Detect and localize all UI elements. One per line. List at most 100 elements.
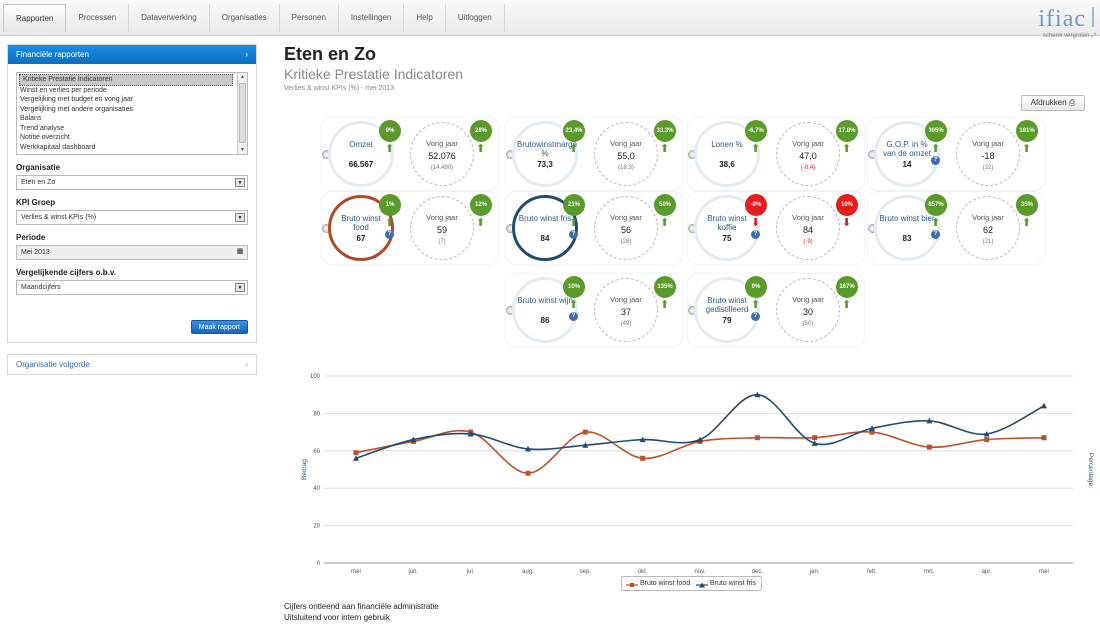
prev-year-label: Vorig jaar <box>610 295 642 304</box>
kpi-card[interactable]: G.O.P. in % van de omzet 14 305% ⬆? Vorig ja… <box>868 118 1044 190</box>
print-button[interactable]: Afdrukken ⎙ <box>1021 95 1085 111</box>
kpi-card[interactable]: Bruto winst food 67 1% ⬆? Vorig jaar 59 (7) 12%… <box>322 192 498 264</box>
kpi-card[interactable]: Bruto winst koffie 75 -8% ⬇? Vorig jaar 84 (-9… <box>688 192 864 264</box>
tab-help[interactable]: Help <box>404 4 446 32</box>
x-tick-label: okt. <box>638 569 648 575</box>
kpi-prev-change-badge: 12% <box>470 194 492 216</box>
report-item[interactable]: Balans <box>20 115 42 122</box>
prev-year-label: Vorig jaar <box>792 139 824 148</box>
tab-processen[interactable]: Processen <box>66 4 130 32</box>
kpi-prev-change-badge: 10% <box>836 194 858 216</box>
x-tick-label: feb. <box>867 569 877 575</box>
prev-year-delta: (21) <box>982 239 994 245</box>
vergelijk-select[interactable]: Maandcijfers ▼ <box>16 280 248 295</box>
kpi-value: 66.567 <box>348 160 374 169</box>
report-item[interactable]: Vergelijking met budget en vorig jaar <box>20 96 134 103</box>
panel-header[interactable]: Financiële rapporten › <box>8 45 256 64</box>
report-item[interactable]: Vergelijking met andere organisaties <box>20 105 133 113</box>
trend-arrow-icon: ⬇ <box>842 217 852 229</box>
organisatie-select[interactable]: Eten en Zo ▼ <box>16 175 248 190</box>
kpi-value: 67 <box>356 234 366 243</box>
fullscreen-link[interactable]: scherm vergroten ⤢ <box>1043 33 1096 40</box>
prev-year-value: 52.076 <box>428 151 456 161</box>
report-item[interactable]: Werkkapitaal dashboard <box>20 143 96 151</box>
kpi-card[interactable]: Bruto winst gedistilleerd 79 9% ⬆? Vorig jaa… <box>688 274 864 346</box>
list-scrollbar[interactable]: ▲ ▼ <box>237 73 247 154</box>
x-tick-label: nov. <box>695 569 706 575</box>
report-item[interactable]: Kritieke Prestatie Indicatoren <box>19 74 233 86</box>
tab-dataverwerking[interactable]: Dataverwerking <box>129 4 210 32</box>
calendar-icon[interactable]: ▦ <box>236 248 244 255</box>
kpi-card[interactable]: Bruto winst wijn 86 10% ⬆? Vorig jaar 37 (49) 1… <box>506 274 682 346</box>
trend-arrow-icon: ⬆ <box>931 217 941 229</box>
prev-year-label: Vorig jaar <box>610 213 642 222</box>
trend-arrow-icon: ⬆ <box>476 217 486 229</box>
report-item[interactable]: Winst en verlies per periode <box>20 86 107 94</box>
kpi-name: Bruto winst bier <box>879 214 935 223</box>
dropdown-arrow-icon[interactable]: ▼ <box>235 213 245 222</box>
kpi-previous-year: Vorig jaar 55,0 (18,3) <box>594 122 658 186</box>
data-point-fris <box>811 440 818 446</box>
scroll-up-icon[interactable]: ▲ <box>240 74 245 80</box>
kpi-value-ring: Bruto winst gedistilleerd 79 <box>694 277 760 343</box>
scroll-thumb[interactable] <box>239 83 246 143</box>
tab-uitloggen[interactable]: Uitloggen <box>446 4 505 32</box>
kpi-prev-change-badge: 28% <box>470 120 492 142</box>
tab-rapporten[interactable]: Rapporten <box>3 4 67 32</box>
prev-year-label: Vorig jaar <box>426 213 458 222</box>
kpi-change-badge: 23,4% <box>563 120 585 142</box>
trend-arrow-icon: ⬆ <box>931 143 941 155</box>
trend-arrow-icon: ⬆ <box>1022 217 1032 229</box>
legend-label-fris: Bruto winst fris <box>709 580 756 587</box>
report-list[interactable]: Kritieke Prestatie Indicatoren Winst en … <box>16 72 248 155</box>
page-subtitle: Kritieke Prestatie Indicatoren <box>284 66 463 82</box>
kpi-change-badge: 1% <box>379 194 401 216</box>
data-point-fris <box>525 445 531 452</box>
kpi-card[interactable]: Bruto winst fris 84 21% ⬆? Vorig jaar 56 (28) 5… <box>506 192 682 264</box>
report-item[interactable]: Notitie overzicht <box>20 134 70 141</box>
scroll-down-icon[interactable]: ▼ <box>240 147 245 153</box>
kpi-prev-change-badge: 33.3% <box>654 120 676 142</box>
help-icon[interactable]: ? <box>931 156 940 165</box>
help-icon[interactable]: ? <box>385 230 394 239</box>
report-item[interactable]: Trend analyse <box>20 124 65 132</box>
make-report-button[interactable]: Maak rapport <box>190 320 248 334</box>
prev-year-value: -18 <box>981 151 995 161</box>
kpi-card[interactable]: Omzet 66.567 9% ⬆ Vorig jaar 52.076 (14.490) 28… <box>322 118 498 190</box>
kpi-card[interactable]: Lonen % 38,6 -6,7% ⬆ Vorig jaar 47,0 (-8,4) 17.… <box>688 118 864 190</box>
data-point-food <box>582 429 588 435</box>
kpi-card[interactable]: Brutowinstmarge % 73,3 23,4% ⬆ Vorig jaar 55,… <box>506 118 682 190</box>
help-icon[interactable]: ? <box>751 312 760 321</box>
kpi-prev-change-badge: 50% <box>654 194 676 216</box>
tab-organisaties[interactable]: Organisaties <box>210 4 280 32</box>
help-icon[interactable]: ? <box>569 312 578 321</box>
legend-label-food: Bruto winst food <box>639 580 691 587</box>
help-icon[interactable]: ? <box>569 230 578 239</box>
dropdown-arrow-icon[interactable]: ▼ <box>235 178 245 187</box>
kpi-value-ring: Bruto winst food 67 <box>328 195 394 261</box>
periode-field[interactable]: Mei 2013 ▦ <box>16 245 248 260</box>
tab-personen[interactable]: Personen <box>280 4 339 32</box>
y-tick-label: 80 <box>313 411 320 417</box>
x-tick-label: sep. <box>580 569 592 575</box>
help-icon[interactable]: ? <box>931 230 940 239</box>
periode-value: Mei 2013 <box>21 249 50 256</box>
prev-year-value: 84 <box>802 225 813 235</box>
dropdown-arrow-icon[interactable]: ▼ <box>235 283 245 292</box>
org-order-panel[interactable]: Organisatie volgorde › <box>7 354 257 375</box>
kpi-change-badge: -8% <box>745 194 767 216</box>
kpi-card[interactable]: Bruto winst bier 83 857% ⬆? Vorig jaar 62 (21)… <box>868 192 1044 264</box>
data-point-fris <box>983 430 990 437</box>
x-tick-label: apr. <box>982 569 992 575</box>
prev-year-delta: (-8,4) <box>800 165 816 171</box>
data-point-fris <box>926 417 933 424</box>
kpi-group-select[interactable]: Verlies & winst KPIs (%) ▼ <box>16 210 248 225</box>
tab-instellingen[interactable]: Instellingen <box>339 4 405 32</box>
help-icon[interactable]: ? <box>751 230 760 239</box>
kpi-value-ring: G.O.P. in % van de omzet 14 <box>874 121 940 187</box>
org-order-link[interactable]: Organisatie volgorde › <box>8 355 256 375</box>
footer-note-source: Cijfers ontleend aan financiële administ… <box>284 602 439 611</box>
footer-note-internal: Uitsluitend voor intern gebruik <box>284 613 390 622</box>
kpi-value: 79 <box>722 316 732 325</box>
prev-year-delta: (7) <box>438 239 446 245</box>
